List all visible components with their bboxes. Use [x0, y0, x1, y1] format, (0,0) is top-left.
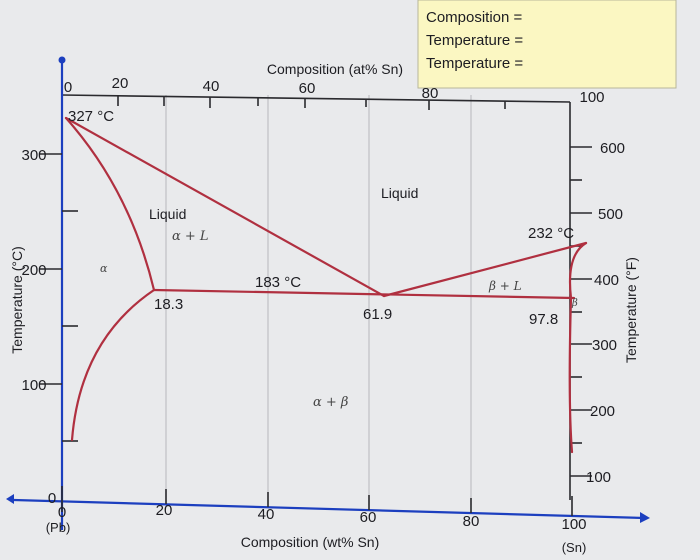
right-tick-500: 500: [598, 206, 623, 223]
bottom-tick-60: 60: [360, 509, 377, 526]
top-tick-80: 80: [422, 85, 439, 102]
bottom-axis-ticks: [61, 486, 573, 516]
left-axis-title: Temperature (°C): [9, 246, 25, 354]
axis-top-point: [58, 56, 66, 64]
top-tick-20: 20: [112, 75, 129, 92]
bottom-tick-40: 40: [258, 506, 275, 523]
top-axis-ticks: [117, 96, 506, 110]
beta-max-solubility: 97.8: [529, 311, 558, 328]
bottom-tick-20: 20: [156, 502, 173, 519]
top-tick-60: 60: [299, 80, 316, 97]
eutectic-composition: 61.9: [363, 306, 392, 323]
answer-temperature-label-2: Temperature =: [426, 55, 523, 72]
bottom-axis-title: Composition (wt% Sn): [241, 534, 380, 550]
right-tick-300: 300: [592, 337, 617, 354]
top-tick-40: 40: [203, 78, 220, 95]
sn-label: (Sn): [562, 540, 587, 555]
right-axis-title: Temperature (°F): [623, 257, 639, 363]
solidus-right: [568, 241, 588, 300]
answer-temperature-label-1: Temperature =: [426, 32, 523, 49]
region-liquid-alpha-label: Liquid: [149, 206, 186, 222]
left-tick-200: 200: [21, 262, 46, 279]
left-tick-300: 300: [21, 147, 46, 164]
right-tick-200: 200: [590, 403, 615, 420]
answer-box: [417, 0, 677, 89]
bottom-tick-0: 0: [58, 504, 66, 521]
liquidus-right: [382, 241, 588, 298]
right-axis-ticks: [570, 146, 592, 477]
pb-label: (Pb): [46, 520, 71, 535]
region-alpha-plus-liquid: α + L: [172, 229, 209, 244]
solvus-beta: [568, 296, 574, 454]
eutectic-isotherm: [152, 288, 576, 300]
liquidus-left: [64, 116, 386, 298]
left-tick-0: 0: [48, 490, 56, 507]
top-tick-0: 0: [64, 79, 72, 96]
axis-left-arrow-icon: [6, 494, 14, 504]
region-alpha: α: [100, 262, 108, 275]
region-beta: β: [571, 298, 578, 309]
left-axis-ticks: [40, 153, 78, 442]
region-beta-plus-liquid: β + L: [488, 279, 522, 293]
region-alpha-plus-beta: α + β: [313, 395, 348, 410]
sn-melting-point: 232 °C: [528, 225, 574, 242]
region-liquid: Liquid: [381, 185, 418, 201]
right-tick-400: 400: [594, 272, 619, 289]
bottom-tick-100: 100: [561, 516, 586, 533]
phase-boundaries: [64, 116, 588, 454]
bottom-tick-80: 80: [463, 513, 480, 530]
answer-composition-label: Composition =: [426, 9, 523, 26]
top-tick-100: 100: [579, 89, 604, 106]
blue-axes: [13, 62, 646, 530]
right-tick-100: 100: [586, 469, 611, 486]
axis-right-arrow-icon: [640, 512, 650, 523]
solidus-left: [64, 116, 156, 292]
right-tick-600: 600: [600, 140, 625, 157]
top-axis-title: Composition (at% Sn): [267, 61, 403, 77]
solvus-alpha: [70, 288, 156, 442]
alpha-max-solubility: 18.3: [154, 296, 183, 313]
pb-melting-point: 327 °C: [68, 108, 114, 125]
grid-lines: [165, 95, 472, 505]
eutectic-temperature: 183 °C: [255, 274, 301, 291]
left-tick-100: 100: [21, 377, 46, 394]
